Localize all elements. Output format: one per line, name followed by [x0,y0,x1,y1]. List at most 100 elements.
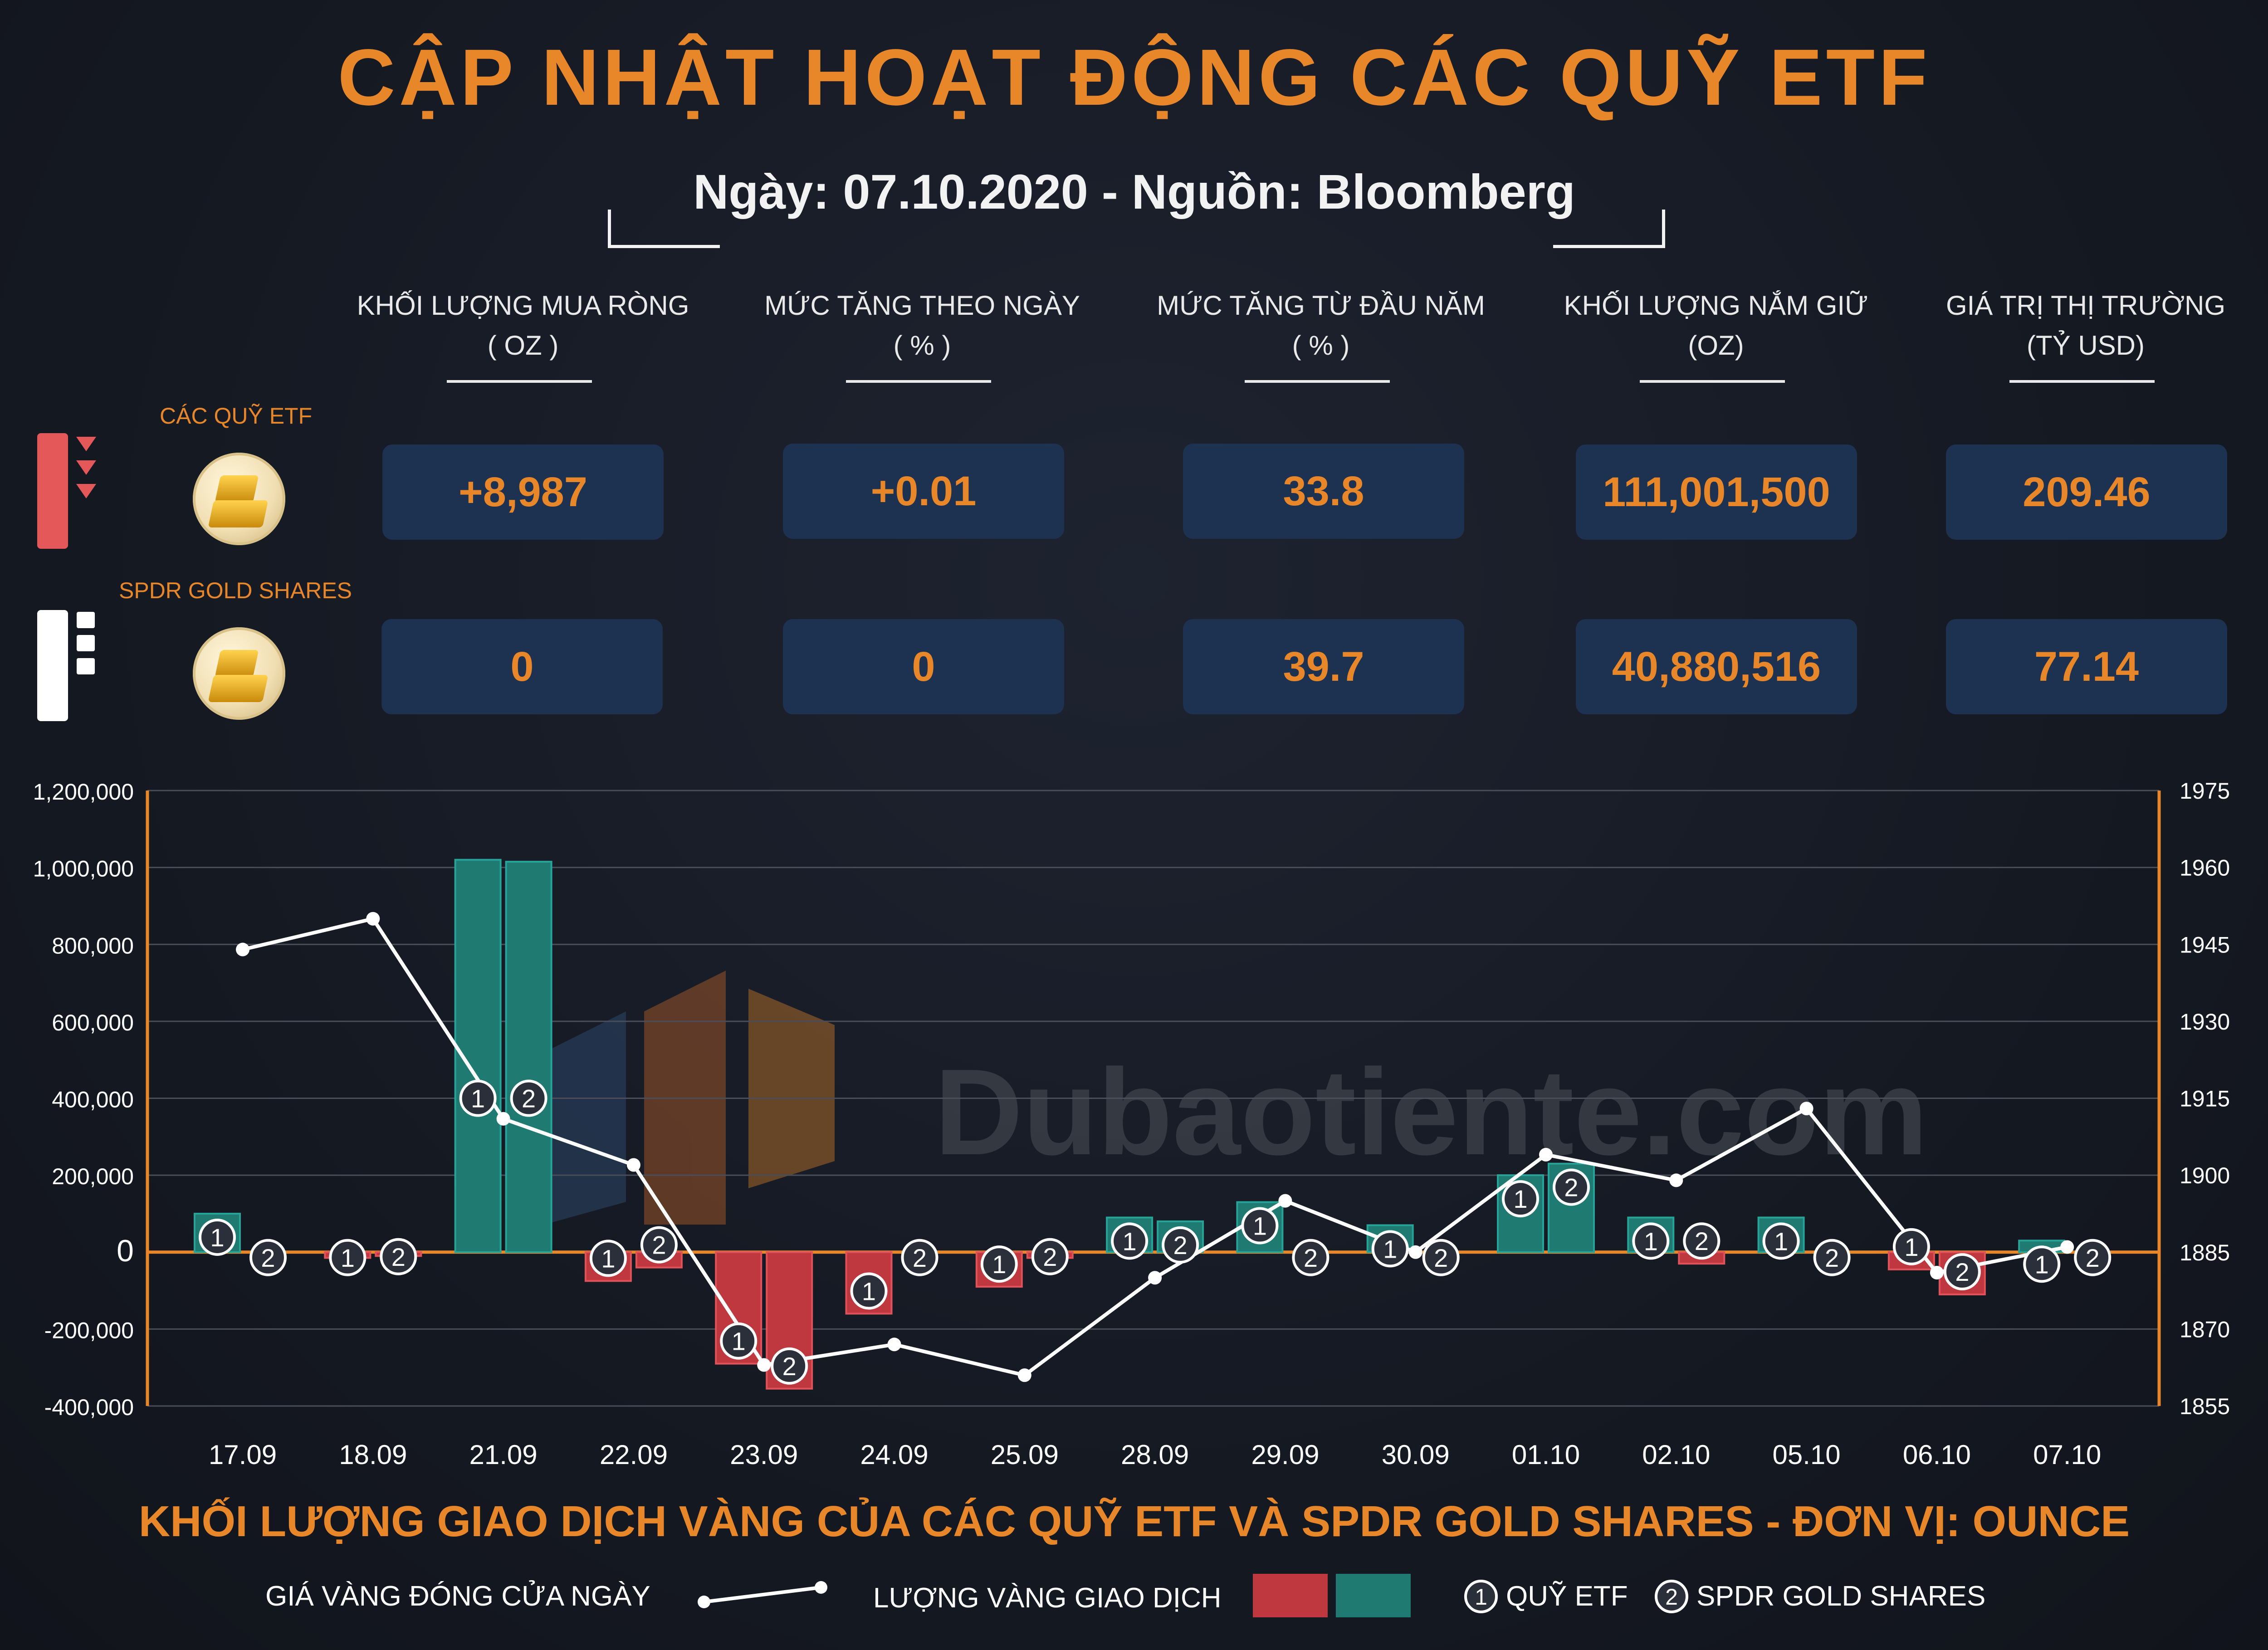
marker-number: 1 [862,1277,876,1305]
marker-1-icon: 1 [720,1322,758,1360]
price-point-18.09 [366,912,380,926]
marker-number: 1 [2035,1250,2049,1279]
y-right-tick-label: 1945 [2180,932,2230,957]
marker-2-icon: 2 [1813,1239,1851,1276]
column-divider [1640,380,1785,383]
marker-2-icon: 2 [2074,1239,2112,1276]
marker-number: 1 [1123,1227,1137,1255]
page-title: CẬP NHẬT HOẠT ĐỘNG CÁC QUỸ ETF [337,33,1931,122]
marker-number: 1 [210,1223,224,1252]
legend-volume-label: LƯỢNG VÀNG GIAO DỊCH [873,1582,1222,1614]
marker-number: 2 [2086,1244,2100,1272]
y-right-tick-label: 1930 [2180,1009,2230,1035]
marker-1-icon: 1 [1632,1222,1670,1260]
chart-title: KHỐI LƯỢNG GIAO DỊCH VÀNG CỦA CÁC QUỸ ET… [138,1497,2130,1546]
y-left-tick-label: -200,000 [44,1318,134,1343]
svg-text:2: 2 [1665,1584,1678,1610]
x-tick-label: 30.09 [1382,1440,1450,1469]
row-label-etf: CÁC QUỸ ETF [160,403,313,429]
marker-circle [1292,1239,1330,1276]
marker-circle [459,1079,497,1117]
y-left-tick-label: 400,000 [52,1087,134,1113]
marker-2-icon: 2 [901,1239,938,1276]
legend-spdr-label: SPDR GOLD SHARES [1696,1581,1986,1612]
etf-daily-change-value: +0.01 [783,444,1064,539]
marker-circle [1031,1238,1069,1275]
spdr-neutral-icon [37,610,68,721]
marker-circle [2074,1239,2112,1276]
marker-2-icon: 2 [771,1347,808,1385]
marker-2-icon: 2 [640,1226,678,1264]
etf-market-value: 209.46 [1946,444,2227,540]
logo-shape [544,1011,626,1225]
marker-number: 1 [1383,1235,1397,1263]
marker-number: 2 [522,1084,536,1113]
y-left-tick-label: 1,000,000 [33,856,134,882]
y-left-tick-label: 800,000 [52,933,134,958]
volume-price-chart: Dubaotiente.com 1,200,000 1975 1,000,000 196… [33,778,2230,1469]
price-point-05.10 [1799,1102,1813,1116]
x-tick-label: 05.10 [1773,1440,1841,1469]
spdr-daily-change-value: 0 [783,619,1064,714]
price-point-07.10 [2060,1240,2074,1254]
marker-number: 1 [992,1250,1006,1279]
marker-number: 1 [471,1084,485,1113]
down-triangles-icon [76,437,96,498]
marker-number: 2 [1173,1231,1188,1259]
x-tick-label: 18.09 [339,1440,407,1469]
column-divider [447,380,592,383]
marker-circle [1502,1180,1539,1218]
gold-bar-icon [193,453,285,545]
marker-circle [1162,1226,1199,1264]
marker-2-icon: 2 [1553,1168,1590,1206]
x-tick-label: 28.09 [1121,1440,1189,1469]
price-point-17.09 [236,942,249,957]
legend-marker-2-icon: 2 [1655,1580,1688,1613]
marker-2-icon: 2 [1422,1239,1460,1276]
column-header-net-buy: KHỐI LƯỢNG MUA RÒNG( OZ ) [357,290,689,361]
marker-number: 2 [1564,1173,1578,1202]
marker-circle [720,1322,758,1360]
column-divider [2009,380,2155,383]
marker-1-icon: 1 [329,1239,367,1276]
marker-1-icon: 1 [459,1079,497,1117]
marker-1-icon: 1 [589,1240,627,1277]
x-tick-label: 25.09 [991,1440,1059,1469]
etf-ytd-change-value: 33.8 [1183,444,1464,539]
marker-number: 2 [261,1244,275,1272]
marker-1-icon: 1 [1371,1230,1409,1268]
x-tick-label: 06.10 [1903,1440,1971,1469]
marker-2-icon: 2 [249,1239,287,1276]
marker-circle [1553,1168,1590,1206]
x-tick-label: 29.09 [1251,1440,1319,1469]
marker-circle [980,1245,1018,1283]
price-point-06.10 [1930,1265,1944,1279]
y-left-tick-label: 600,000 [52,1010,134,1035]
price-point-24.09 [887,1338,901,1352]
column-header-ytd-change: MỨC TĂNG TỪ ĐẦU NĂM( % ) [1157,290,1485,361]
marker-circle [1762,1222,1800,1260]
marker-2-icon: 2 [1031,1238,1069,1275]
marker-circle [901,1239,938,1276]
y-left-tick-label: 1,200,000 [33,779,134,805]
legend-marker-1-icon: 1 [1464,1580,1498,1613]
marker-1-icon: 1 [850,1272,888,1310]
column-header-market-value: GIÁ TRỊ THỊ TRƯỜNG (TỶ USD) [1945,290,2226,361]
subtitle-bracket-right [1553,210,1665,248]
page-subtitle: Ngày: 07.10.2020 - Nguồn: Bloomberg [693,164,1575,219]
svg-text:1: 1 [1475,1584,1487,1610]
squares-icon [77,612,95,674]
marker-circle [1943,1253,1981,1291]
marker-circle [640,1226,678,1264]
price-point-01.10 [1539,1147,1553,1162]
marker-1-icon: 1 [1762,1222,1800,1260]
marker-1-icon: 1 [2023,1245,2061,1283]
x-tick-label: 01.10 [1512,1440,1580,1469]
etf-decrease-icon [37,433,68,549]
marker-number: 1 [732,1327,746,1356]
marker-number: 2 [1825,1244,1839,1272]
marker-number: 2 [913,1244,927,1272]
marker-circle [771,1347,808,1385]
marker-number: 2 [652,1231,666,1259]
